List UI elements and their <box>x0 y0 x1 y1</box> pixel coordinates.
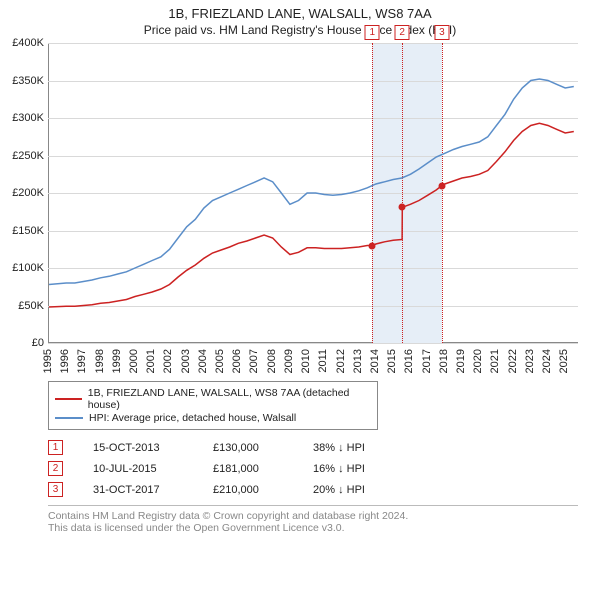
sale-price: £210,000 <box>213 484 283 496</box>
legend-swatch <box>55 398 82 400</box>
legend-label: 1B, FRIEZLAND LANE, WALSALL, WS8 7AA (de… <box>88 387 371 411</box>
x-axis-label: 2011 <box>317 349 329 373</box>
x-axis-label: 1999 <box>111 349 123 373</box>
x-axis-label: 2008 <box>266 349 278 373</box>
sale-row: 2 10-JUL-2015 £181,000 16% ↓ HPI <box>48 461 600 476</box>
chart-container: 1B, FRIEZLAND LANE, WALSALL, WS8 7AA Pri… <box>0 0 600 534</box>
sale-delta: 38% ↓ HPI <box>313 442 393 454</box>
sale-price: £181,000 <box>213 463 283 475</box>
x-axis-label: 2019 <box>455 349 467 373</box>
x-axis-label: 2006 <box>231 349 243 373</box>
x-axis-label: 2014 <box>369 349 381 373</box>
sale-date: 10-JUL-2015 <box>93 463 183 475</box>
x-axis-label: 2017 <box>421 349 433 373</box>
x-axis-label: 2001 <box>145 349 157 373</box>
x-axis-label: 2002 <box>162 349 174 373</box>
sale-row-tag: 3 <box>48 482 63 497</box>
footer-line-2: This data is licensed under the Open Gov… <box>48 522 578 534</box>
chart-titles: 1B, FRIEZLAND LANE, WALSALL, WS8 7AA Pri… <box>0 0 600 37</box>
x-axis-label: 2024 <box>541 349 553 373</box>
sale-delta: 16% ↓ HPI <box>313 463 393 475</box>
x-axis-label: 2012 <box>335 349 347 373</box>
sale-marker-tag: 1 <box>365 25 380 40</box>
x-axis-label: 2013 <box>352 349 364 373</box>
x-axis-label: 2009 <box>283 349 295 373</box>
legend-swatch <box>55 417 83 419</box>
series-line <box>49 79 574 285</box>
x-axis-label: 1996 <box>59 349 71 373</box>
sales-table: 1 15-OCT-2013 £130,000 38% ↓ HPI 2 10-JUL-201… <box>48 440 600 497</box>
x-axis-label: 2003 <box>180 349 192 373</box>
x-axis-label: 2010 <box>300 349 312 373</box>
sale-row: 3 31-OCT-2017 £210,000 20% ↓ HPI <box>48 482 600 497</box>
x-axis-label: 2015 <box>386 349 398 373</box>
x-axis-label: 1998 <box>94 349 106 373</box>
y-axis-label: £50K <box>0 300 44 312</box>
chart-subtitle: Price paid vs. HM Land Registry's House … <box>0 23 600 37</box>
legend-row: 1B, FRIEZLAND LANE, WALSALL, WS8 7AA (de… <box>55 387 371 411</box>
y-axis-label: £100K <box>0 262 44 274</box>
sale-dot <box>438 182 445 189</box>
sale-dot <box>369 242 376 249</box>
y-axis-label: £350K <box>0 75 44 87</box>
chart-area: 123 £0 £50K £100K £150K £200K £250K £300K £350K… <box>0 43 600 373</box>
x-axis-label: 2020 <box>472 349 484 373</box>
y-axis-label: £300K <box>0 112 44 124</box>
y-axis-label: £200K <box>0 187 44 199</box>
x-axis-label: 1995 <box>42 349 54 373</box>
y-axis-label: £250K <box>0 150 44 162</box>
footer-line-1: Contains HM Land Registry data © Crown c… <box>48 510 578 522</box>
y-axis-label: £0 <box>0 337 44 349</box>
sale-delta: 20% ↓ HPI <box>313 484 393 496</box>
x-axis-label: 2021 <box>489 349 501 373</box>
x-axis-label: 2022 <box>507 349 519 373</box>
sale-marker-tag: 2 <box>395 25 410 40</box>
sale-date: 15-OCT-2013 <box>93 442 183 454</box>
legend-row: HPI: Average price, detached house, Wals… <box>55 412 371 424</box>
x-axis-label: 2023 <box>524 349 536 373</box>
x-axis-label: 2007 <box>248 349 260 373</box>
series-line <box>49 123 574 307</box>
plot-region: 123 <box>48 43 578 343</box>
sale-dot <box>399 204 406 211</box>
x-axis-label: 2025 <box>558 349 570 373</box>
x-axis-label: 2018 <box>438 349 450 373</box>
x-axis-label: 2004 <box>197 349 209 373</box>
line-chart-svg <box>49 43 579 343</box>
y-gridline <box>48 343 578 344</box>
legend-label: HPI: Average price, detached house, Wals… <box>89 412 296 424</box>
x-axis-label: 2016 <box>403 349 415 373</box>
legend-box: 1B, FRIEZLAND LANE, WALSALL, WS8 7AA (de… <box>48 381 378 430</box>
sale-marker-tag: 3 <box>434 25 449 40</box>
x-axis-label: 2005 <box>214 349 226 373</box>
x-axis-label: 1997 <box>76 349 88 373</box>
sale-row: 1 15-OCT-2013 £130,000 38% ↓ HPI <box>48 440 600 455</box>
footer-attribution: Contains HM Land Registry data © Crown c… <box>48 505 578 534</box>
y-axis-label: £150K <box>0 225 44 237</box>
address-title: 1B, FRIEZLAND LANE, WALSALL, WS8 7AA <box>0 6 600 21</box>
sale-price: £130,000 <box>213 442 283 454</box>
sale-row-tag: 1 <box>48 440 63 455</box>
x-axis-label: 2000 <box>128 349 140 373</box>
sale-date: 31-OCT-2017 <box>93 484 183 496</box>
sale-row-tag: 2 <box>48 461 63 476</box>
y-axis-label: £400K <box>0 37 44 49</box>
